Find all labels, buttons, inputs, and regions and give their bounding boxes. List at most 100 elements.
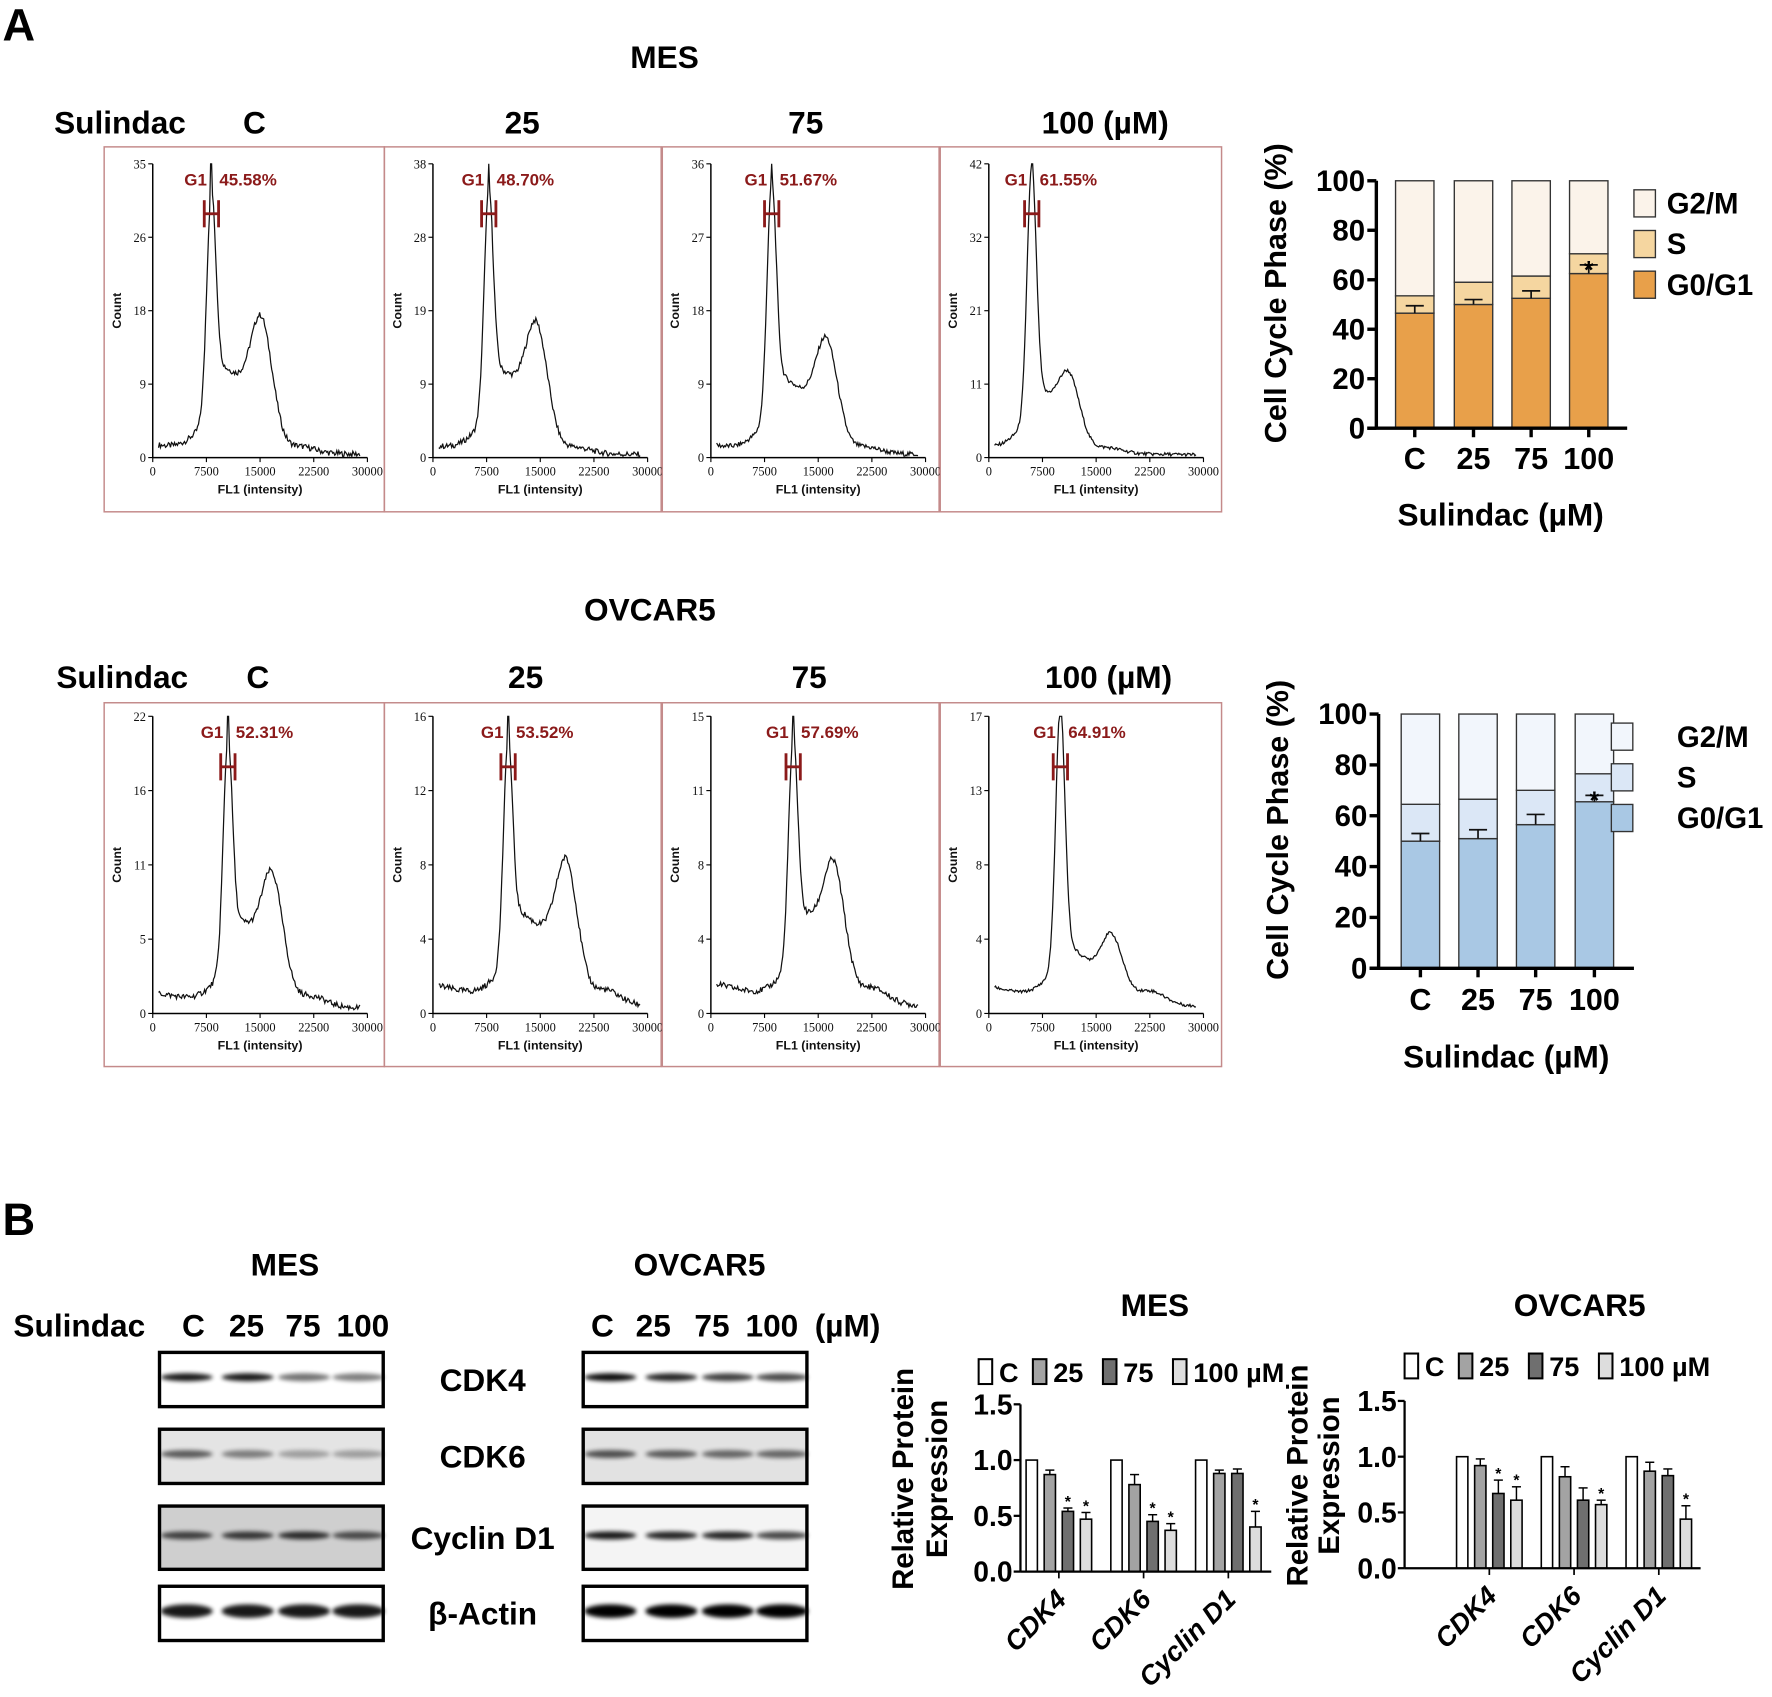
y-tick-label: 9 (420, 378, 426, 392)
mes-dose-75: 75 (788, 104, 823, 140)
bar-C (1194, 1459, 1208, 1573)
legend-label: C (999, 1357, 1019, 1388)
bar-75 (1576, 1499, 1590, 1569)
x-tick-label: 0 (150, 1021, 156, 1035)
y-tick-label: 13 (970, 784, 982, 798)
protein-band (160, 1373, 213, 1382)
legend-label: 25 (1053, 1357, 1083, 1388)
y-tick-label: 60 (1335, 800, 1368, 833)
protein-band (160, 1450, 213, 1459)
y-tick-label: 18 (134, 304, 146, 318)
x-tick-label: 22500 (298, 1021, 329, 1035)
x-tick-label: 7500 (474, 1021, 499, 1035)
y-tick-label: 0.0 (1357, 1552, 1396, 1584)
y-tick-label: 5 (140, 933, 146, 947)
legend-swatch (1527, 1352, 1544, 1380)
blot-frame (581, 1427, 809, 1486)
bar-segment-g2-m (1453, 180, 1494, 283)
legend-swatch (1633, 270, 1657, 299)
y-axis-label: Count (946, 293, 960, 329)
bar-75 (1661, 1474, 1675, 1569)
x-tick-label: 22500 (578, 465, 609, 479)
blot-frame (581, 1504, 809, 1572)
x-tick-label: 22500 (1134, 465, 1165, 479)
legend-item: S (1633, 228, 1686, 261)
legend-swatch (1031, 1358, 1048, 1386)
y-tick-label: 0 (698, 1007, 704, 1021)
protein-band (332, 1450, 385, 1459)
y-tick-label: 22 (134, 710, 146, 724)
bar-segment-g2-m (1400, 713, 1441, 805)
y-tick-label: 42 (970, 157, 982, 171)
y-tick-label: 0 (420, 1007, 426, 1021)
bar-C (1540, 1455, 1554, 1569)
mes-treatment-label: Sulindac (54, 104, 186, 140)
legend-item: C (1403, 1351, 1445, 1382)
gate-percent: 48.70% (497, 170, 554, 189)
bar-25 (1128, 1483, 1142, 1573)
y-tick-label: 1.5 (973, 1388, 1012, 1420)
legend-item: 75 (1101, 1357, 1153, 1388)
mes-dose-100: 100 (µM) (1042, 104, 1169, 140)
protein-band (278, 1450, 331, 1459)
y-axis-label-line1: Relative Protein (887, 1368, 920, 1590)
bar-100 (1679, 1518, 1693, 1569)
y-tick-label: 11 (692, 784, 704, 798)
x-tick-label: 22500 (298, 465, 329, 479)
x-tick-label: 22500 (1134, 1021, 1165, 1035)
bar-segment-g0-g1 (1453, 303, 1494, 429)
y-tick-label: 26 (134, 231, 146, 245)
y-tick-label: 0 (698, 451, 704, 465)
significance-star: * (1252, 1497, 1259, 1514)
histogram-ovcar5-75: 0 4 8 11 15 0 7500 15000 22500 30000 FL1 (intensit… (661, 702, 941, 1068)
x-tick-label: 30000 (1188, 465, 1219, 479)
significance-star: * (1168, 1510, 1175, 1527)
x-axis-label: Sulindac (µM) (1403, 1039, 1609, 1075)
blot-mes-cyclin-d1 (157, 1504, 385, 1572)
y-tick-label: 100 (1318, 698, 1367, 731)
legend-label: 100 µM (1619, 1351, 1710, 1382)
histogram-frame (383, 146, 662, 513)
bar-segment-g2-m (1515, 713, 1556, 791)
x-tick-label: 0 (430, 465, 436, 479)
significance-star: * (1683, 1492, 1690, 1509)
bar-C (1110, 1459, 1123, 1573)
x-axis-label: FL1 (intensity) (776, 1039, 861, 1053)
legend-item: G2/M (1633, 188, 1738, 221)
histogram-frame (661, 702, 940, 1068)
legend-swatch (1403, 1352, 1420, 1380)
panel-b-label: B (2, 1194, 35, 1245)
protein-label: CDK6 (440, 1439, 526, 1475)
x-tick-label: 30000 (632, 1021, 663, 1035)
histogram-frame (939, 146, 1223, 513)
blot-mes-title: MES (251, 1247, 320, 1283)
protein-band (756, 1604, 809, 1618)
x-tick-label: 7500 (474, 465, 499, 479)
x-tick-label: CDK6 (1513, 1579, 1588, 1654)
ovcar5-dose-100: 100 (µM) (1045, 659, 1172, 695)
protein-band (278, 1531, 331, 1540)
blot-mes-cdk4 (157, 1350, 385, 1409)
y-tick-label: 0 (1349, 412, 1365, 445)
y-tick-label: 19 (414, 304, 426, 318)
x-axis-label: FL1 (intensity) (218, 1039, 303, 1053)
y-tick-label: 35 (134, 157, 146, 171)
y-axis-label: Count (668, 847, 682, 883)
significance-star: * (1065, 1494, 1072, 1511)
bar-C (1455, 1455, 1469, 1569)
significance-star: * (1590, 788, 1600, 815)
y-tick-label: 4 (698, 933, 705, 947)
x-tick-label: 7500 (752, 465, 777, 479)
lane-label: 25 (229, 1308, 264, 1344)
lane-label: C (591, 1308, 614, 1344)
y-tick-label: 80 (1332, 214, 1365, 247)
y-axis-label: Count (110, 293, 124, 329)
g1-gate-marker (499, 753, 517, 781)
legend-label: C (1425, 1351, 1445, 1382)
legend-swatch (977, 1358, 994, 1386)
gate-percent: 64.91% (1068, 723, 1125, 742)
y-axis-label: Cell Cycle Phase (%) (1259, 143, 1293, 443)
legend-swatch (1610, 803, 1634, 833)
ovcar5-dose-c: C (246, 659, 269, 695)
